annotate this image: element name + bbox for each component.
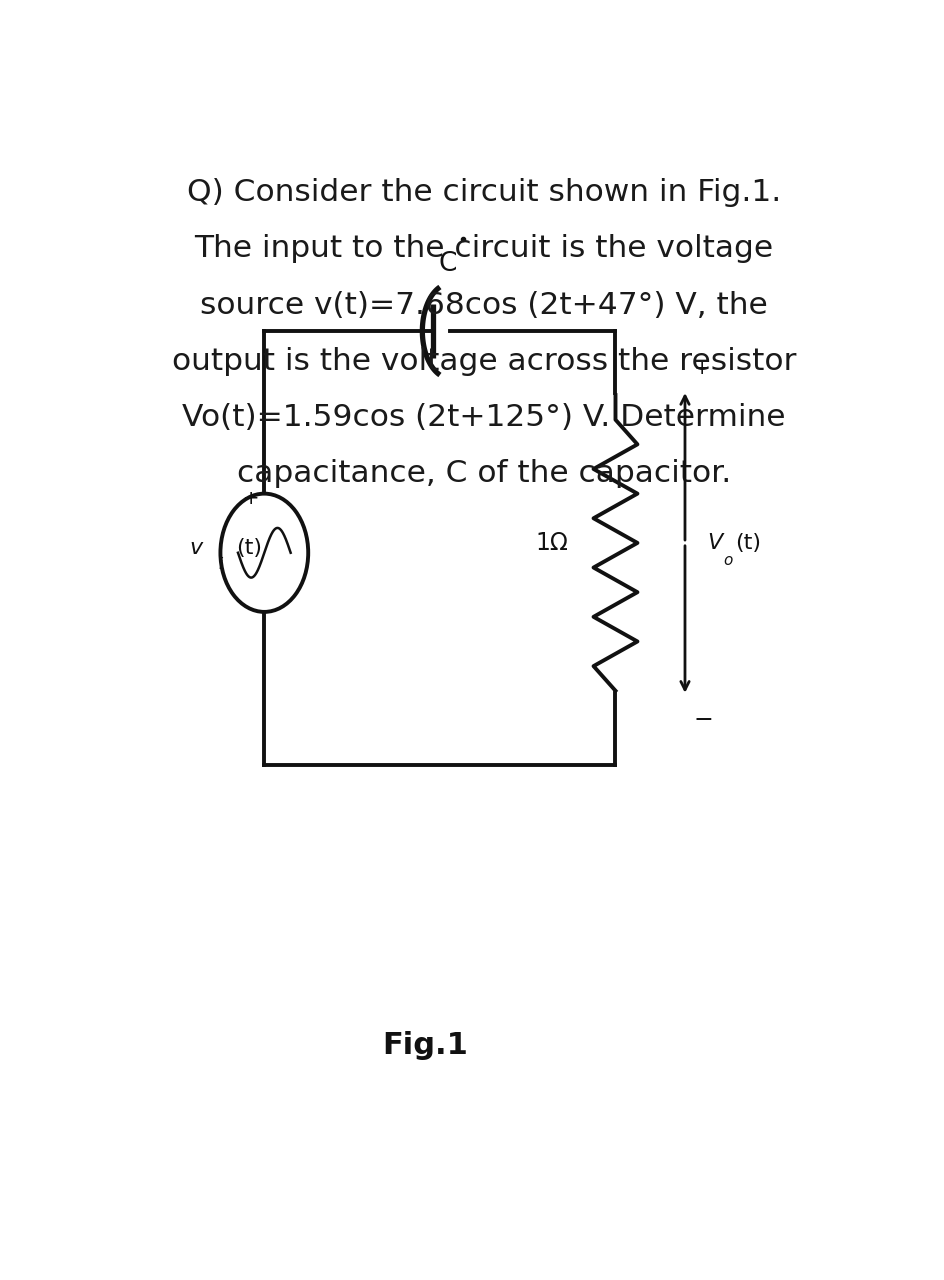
Text: o: o	[723, 553, 733, 568]
Text: source v(t)=7.68cos (2t+47°) V, the: source v(t)=7.68cos (2t+47°) V, the	[200, 291, 767, 320]
Text: (t): (t)	[734, 532, 761, 553]
Text: V: V	[707, 532, 722, 553]
Text: +: +	[694, 360, 710, 379]
Text: −: −	[694, 708, 714, 731]
Text: v: v	[189, 538, 202, 558]
Text: C: C	[438, 251, 456, 276]
Text: The input to the circuit is the voltage: The input to the circuit is the voltage	[194, 234, 773, 264]
Text: +: +	[243, 489, 260, 508]
Text: Fig.1: Fig.1	[382, 1032, 468, 1060]
Text: capacitance, C of the capacitor.: capacitance, C of the capacitor.	[237, 460, 731, 488]
Text: Q) Consider the circuit shown in Fig.1.: Q) Consider the circuit shown in Fig.1.	[187, 178, 781, 207]
Text: Vo(t)=1.59cos (2t+125°) V. Determine: Vo(t)=1.59cos (2t+125°) V. Determine	[182, 403, 785, 431]
Text: 1Ω: 1Ω	[535, 531, 568, 556]
Text: i: i	[218, 557, 223, 572]
Text: output is the voltage across the resistor: output is the voltage across the resisto…	[172, 347, 796, 376]
Text: (t): (t)	[237, 538, 262, 558]
